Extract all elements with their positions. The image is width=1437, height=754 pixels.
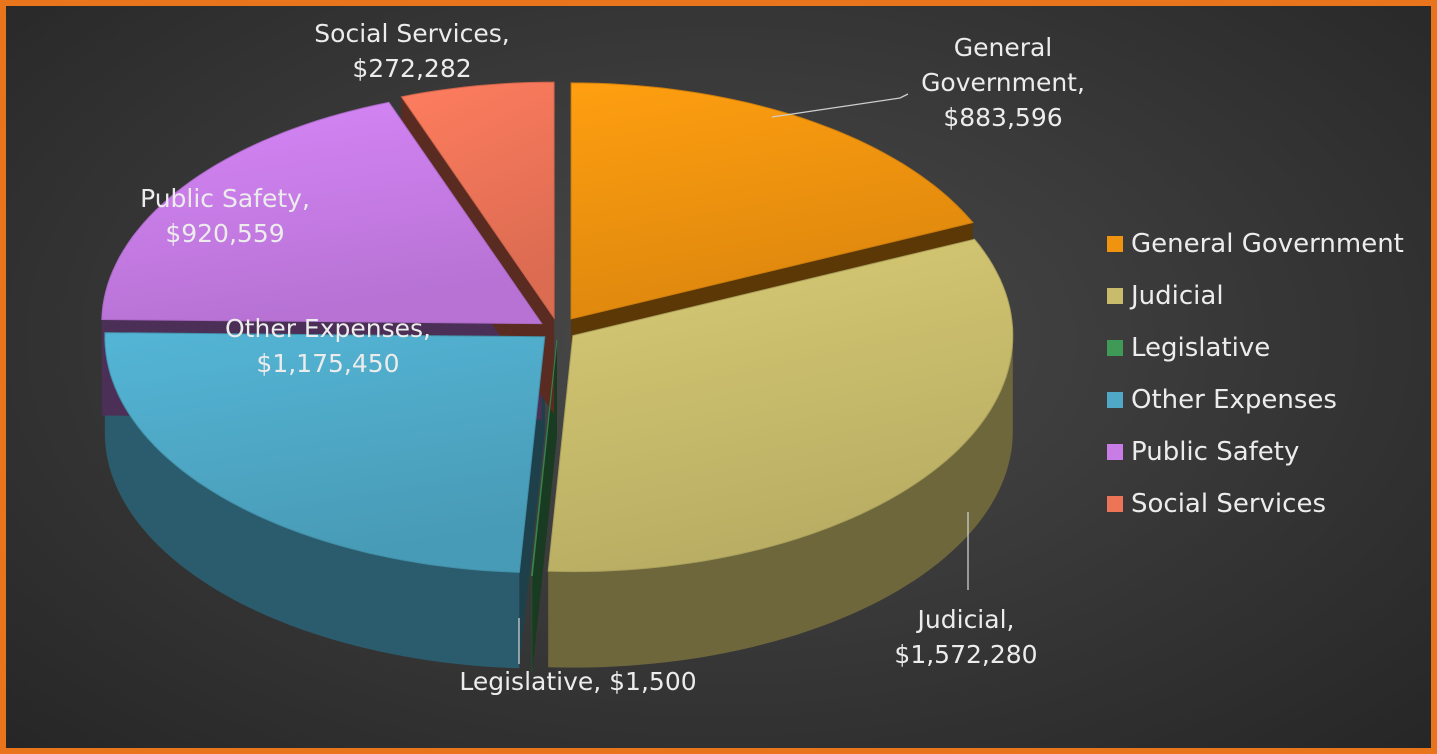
slice-other-expenses[interactable] — [104, 332, 546, 573]
legend-item-legislative[interactable]: Legislative — [1131, 333, 1270, 363]
slice-side-other-expenses — [104, 336, 520, 669]
legend-swatch-public-safety — [1107, 444, 1123, 460]
legend-item-judicial[interactable]: Judicial — [1129, 281, 1224, 311]
legend-item-public-safety[interactable]: Public Safety — [1131, 437, 1299, 467]
legend-item-social-services[interactable]: Social Services — [1131, 489, 1326, 519]
pie-chart: General Government, $883,596 Judicial, $1,57… — [101, 19, 1404, 696]
slice-public-safety[interactable] — [101, 101, 543, 325]
data-label-social-services: $272,282 — [352, 54, 471, 83]
slice-social-services[interactable] — [400, 81, 555, 320]
data-label-other-expenses: $1,175,450 — [256, 349, 399, 378]
legend-swatch-general-government — [1107, 236, 1123, 252]
slice-judicial[interactable] — [547, 238, 1014, 573]
legend-swatch-judicial — [1107, 288, 1123, 304]
pie-tops — [101, 81, 1014, 576]
slice-side-legislative — [531, 575, 533, 672]
slice-wall-legislative-1 — [531, 339, 557, 672]
slice-legislative[interactable] — [530, 339, 558, 576]
data-label-judicial: Judicial, — [916, 605, 1015, 634]
data-label-public-safety: Public Safety, — [140, 184, 310, 213]
leader-lines — [518, 93, 969, 664]
legend: General Government Judicial Legislative Oth… — [1107, 229, 1404, 519]
slice-general-government[interactable] — [570, 82, 974, 320]
data-label-judicial: $1,572,280 — [894, 640, 1037, 669]
legend-item-other-expenses[interactable]: Other Expenses — [1131, 385, 1337, 415]
legend-item-general-government[interactable]: General Government — [1131, 229, 1404, 259]
data-label-general-government: $883,596 — [943, 103, 1062, 132]
leader-line-general-government — [771, 93, 909, 118]
data-label-legislative: Legislative, $1,500 — [459, 667, 696, 696]
data-label-other-expenses: Other Expenses, — [225, 314, 431, 343]
data-label-social-services: Social Services, — [314, 19, 509, 48]
data-label-general-government: General — [954, 33, 1053, 62]
legend-swatch-social-services — [1107, 496, 1123, 512]
slice-side-judicial — [548, 335, 1013, 668]
legend-swatch-legislative — [1107, 340, 1123, 356]
chart-frame: General Government, $883,596 Judicial, $1,57… — [6, 6, 1431, 748]
legend-swatch-other-expenses — [1107, 392, 1123, 408]
data-labels: General Government, $883,596 Judicial, $1,57… — [140, 19, 1085, 696]
data-label-general-government: Government, — [921, 68, 1085, 97]
data-label-public-safety: $920,559 — [165, 219, 284, 248]
